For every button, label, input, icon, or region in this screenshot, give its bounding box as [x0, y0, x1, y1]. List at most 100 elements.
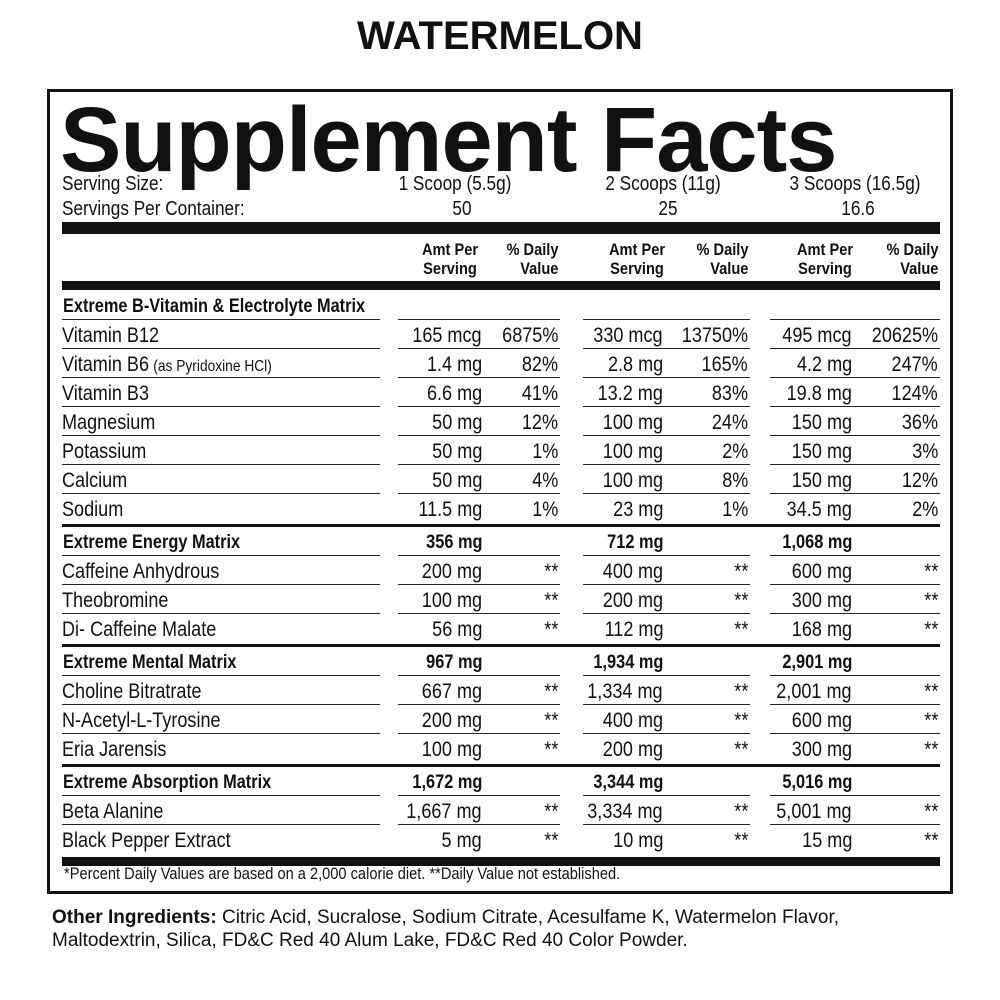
amount: 150 mg: [791, 440, 852, 463]
row-rule: [398, 795, 560, 796]
row-rule: [583, 493, 750, 494]
ingredient-name: Potassium: [62, 440, 147, 463]
daily-value: 165%: [701, 353, 748, 376]
row-rule: [398, 319, 560, 320]
amount: 300 mg: [791, 738, 852, 761]
row-rule: [770, 406, 940, 407]
daily-value: **: [733, 709, 748, 732]
section-total: 1,934 mg: [593, 652, 663, 673]
daily-value: 24%: [711, 411, 748, 434]
section-total: 5,016 mg: [782, 772, 852, 793]
row-rule: [770, 435, 940, 436]
row-rule: [62, 435, 380, 436]
row-rule: [62, 733, 380, 734]
row-rule: [770, 795, 940, 796]
row-rule: [583, 704, 750, 705]
row-rule: [770, 824, 940, 825]
row-rule: [62, 795, 380, 796]
amount: 19.8 mg: [786, 382, 852, 405]
daily-value: 247%: [891, 353, 938, 376]
row-rule: [770, 377, 940, 378]
row-rule: [770, 584, 940, 585]
amount: 50 mg: [431, 440, 482, 463]
row-rule: [583, 319, 750, 320]
row-rule: [770, 675, 940, 676]
daily-value: 20625%: [871, 324, 938, 347]
amount: 168 mg: [791, 618, 852, 641]
daily-value: 12%: [521, 411, 558, 434]
daily-value: **: [543, 680, 558, 703]
row-rule: [62, 493, 380, 494]
ingredient-name: Theobromine: [62, 589, 169, 612]
column-header: Amt Per: [796, 240, 854, 259]
row-rule: [583, 435, 750, 436]
ingredient-name: Vitamin B6 (as Pyridoxine HCl): [62, 353, 272, 376]
thick-bar: [62, 222, 940, 234]
column-header: Value: [899, 259, 938, 278]
row-rule: [770, 555, 940, 556]
thick-bar: [62, 281, 940, 290]
daily-value: **: [923, 618, 938, 641]
amount: 165 mcg: [412, 324, 482, 347]
serving-size-value: 1 Scoop (5.5g): [398, 173, 512, 195]
row-rule: [62, 377, 380, 378]
serving-size-value: 2 Scoops (11g): [605, 173, 721, 195]
daily-value: 1%: [531, 440, 558, 463]
section-total: 712 mg: [606, 532, 663, 553]
section-total: 3,344 mg: [593, 772, 663, 793]
daily-value: **: [543, 738, 558, 761]
amount: 150 mg: [791, 469, 852, 492]
row-rule: [398, 704, 560, 705]
column-header: % Daily: [885, 240, 938, 259]
daily-value: 3%: [911, 440, 938, 463]
amount: 1.4 mg: [426, 353, 482, 376]
ingredient-name: Calcium: [62, 469, 128, 492]
footnote: *Percent Daily Values are based on a 2,0…: [64, 864, 621, 883]
row-rule: [770, 493, 940, 494]
daily-value: **: [543, 829, 558, 852]
daily-value: 41%: [521, 382, 558, 405]
amount: 200 mg: [421, 560, 482, 583]
other-ingredients: Other Ingredients: Citric Acid, Sucralos…: [52, 906, 952, 952]
row-rule: [62, 584, 380, 585]
serving-size-value: 3 Scoops (16.5g): [789, 173, 921, 195]
row-rule: [398, 348, 560, 349]
section-name: Extreme Absorption Matrix: [63, 772, 272, 793]
row-rule: [770, 733, 940, 734]
row-rule: [398, 555, 560, 556]
daily-value: **: [543, 709, 558, 732]
amount: 400 mg: [602, 560, 663, 583]
ingredient-name: Beta Alanine: [62, 800, 164, 823]
amount: 6.6 mg: [426, 382, 482, 405]
amount: 112 mg: [604, 618, 663, 641]
amount: 600 mg: [791, 560, 852, 583]
amount: 200 mg: [602, 589, 663, 612]
daily-value: **: [923, 589, 938, 612]
daily-value: 8%: [721, 469, 748, 492]
daily-value: 83%: [711, 382, 748, 405]
ingredient-name: Di- Caffeine Malate: [62, 618, 217, 641]
row-rule: [62, 406, 380, 407]
amount: 50 mg: [431, 411, 482, 434]
amount: 34.5 mg: [786, 498, 852, 521]
amount: 11.5 mg: [418, 498, 482, 521]
row-rule: [583, 795, 750, 796]
daily-value: **: [733, 829, 748, 852]
row-rule: [62, 555, 380, 556]
daily-value: **: [733, 589, 748, 612]
column-header: % Daily: [695, 240, 748, 259]
daily-value: **: [923, 560, 938, 583]
daily-value: **: [733, 618, 748, 641]
row-rule: [583, 584, 750, 585]
label-box: [47, 89, 953, 894]
amount: 150 mg: [791, 411, 852, 434]
daily-value: 12%: [901, 469, 938, 492]
ingredient-name: Vitamin B12: [62, 324, 160, 347]
daily-value: **: [543, 560, 558, 583]
row-rule: [398, 824, 560, 825]
amount: 2,001 mg: [776, 680, 852, 703]
row-rule: [398, 733, 560, 734]
column-header: Serving: [610, 259, 664, 278]
row-rule: [398, 464, 560, 465]
